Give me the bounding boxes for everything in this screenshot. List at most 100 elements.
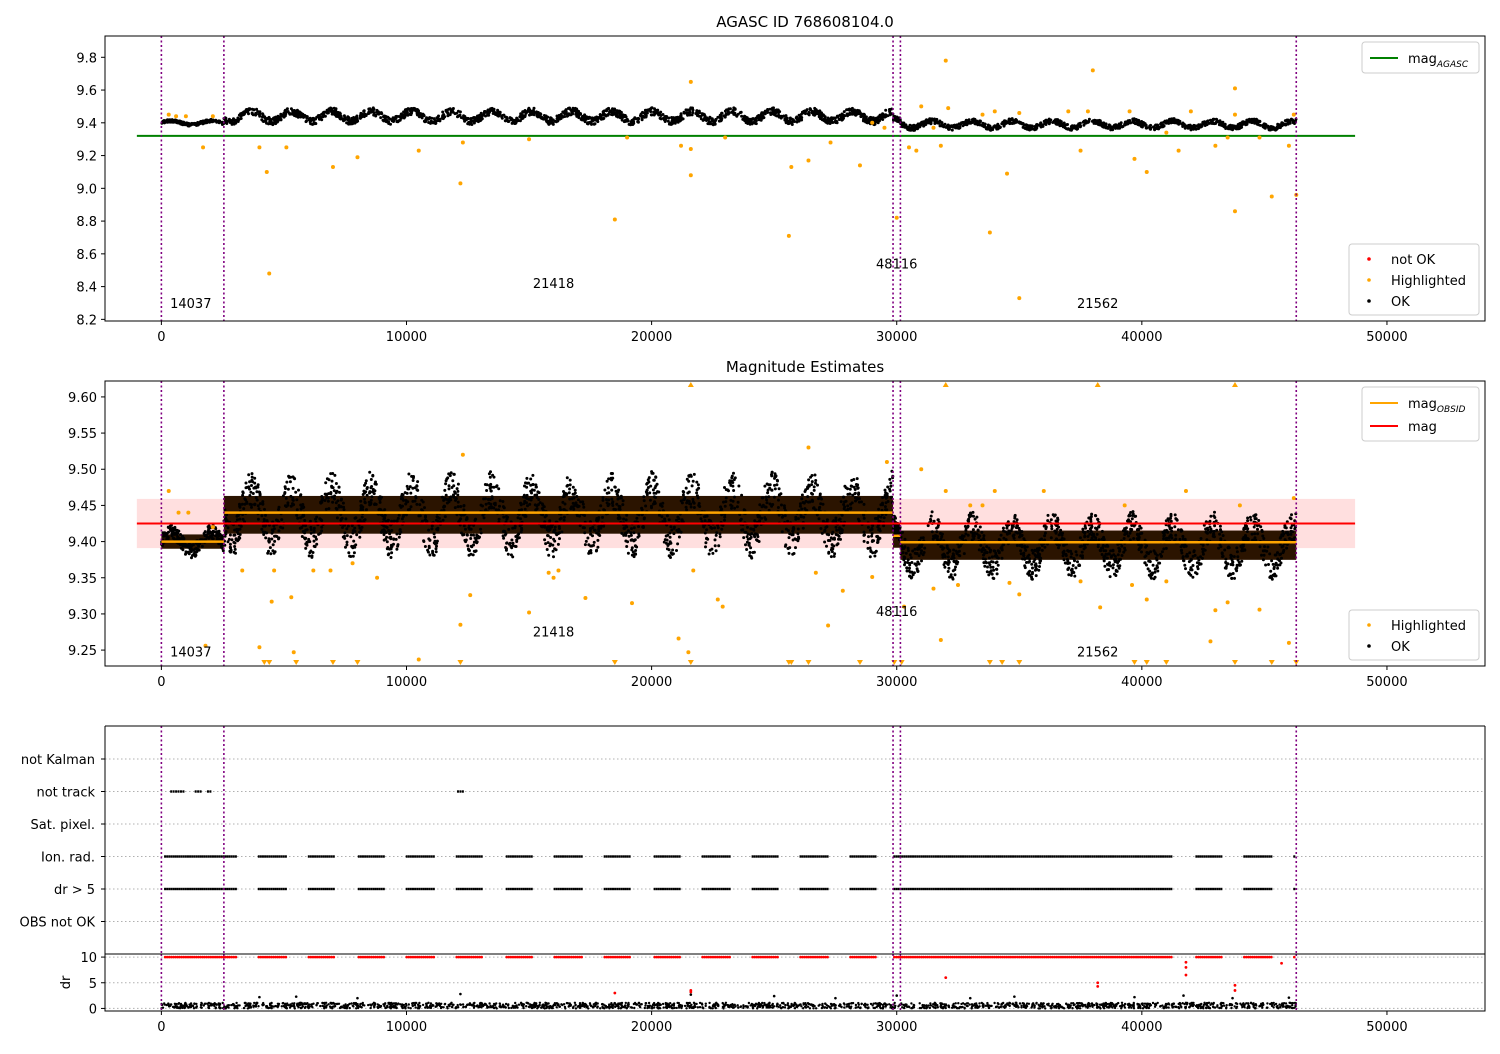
ok-point [645,483,648,486]
ok-point [523,494,526,497]
ok-point [560,517,563,520]
ok-point [582,503,585,506]
ok-point [850,485,853,488]
highlighted-point [265,170,269,174]
ok-point [491,497,494,500]
ok-point [256,499,259,502]
ok-point [408,508,411,511]
ok-point [659,504,662,507]
ok-point [781,115,784,118]
ok-point [498,518,501,521]
ok-point [457,483,460,486]
ok-point [524,481,527,484]
ok-point [833,555,836,558]
ok-point [466,544,469,547]
ok-point [834,117,837,120]
ok-point [313,545,316,548]
ok-point [812,111,815,114]
ok-point [370,495,373,498]
ok-point [386,546,389,549]
ok-point [752,117,755,120]
ok-point [876,526,879,529]
ok-point [352,555,355,558]
ok-point [229,543,232,546]
ok-point [454,112,457,115]
highlighted-point [723,136,727,140]
ok-point [304,529,307,532]
ok-point [692,480,695,483]
ok-point [809,107,812,110]
ok-point [504,119,507,122]
ok-point [273,540,276,543]
ok-point [805,509,808,512]
ok-point [502,534,505,537]
ok-point [641,508,644,511]
ok-point [430,527,433,530]
ok-point [766,491,769,494]
ok-point [758,540,761,543]
ok-point [262,531,265,534]
ok-point [309,550,312,553]
ok-point [592,544,595,547]
ok-point [653,502,656,505]
ok-point [262,533,265,536]
ok-point [363,484,366,487]
ok-point [445,479,448,482]
ok-point [669,536,672,539]
ok-point [1017,121,1020,124]
ok-point [599,504,602,507]
ok-point [572,486,575,489]
ok-point [569,479,572,482]
ok-point [410,505,413,508]
ok-point [191,548,194,551]
ok-point [666,547,669,550]
ok-point [627,552,630,555]
ok-point [415,503,418,506]
ok-point [823,530,826,533]
ok-point [327,497,330,500]
ok-point [274,550,277,553]
ok-point [793,552,796,555]
highlighted-point [1257,136,1261,140]
ok-point [929,122,932,125]
legend-point-swatch [1367,278,1371,282]
ok-point [611,472,614,475]
ok-point [607,486,610,489]
ok-point [694,112,697,115]
ok-point [1063,122,1066,125]
ok-point [407,473,410,476]
ok-point [691,498,694,501]
ok-point [863,540,866,543]
ok-point [635,117,638,120]
ok-point [253,482,256,485]
ok-point [177,537,180,540]
ok-point [526,111,529,114]
ok-point [791,121,794,124]
ok-point [378,111,381,114]
ok-point [347,525,350,528]
ok-point [693,473,696,476]
ok-point [487,502,490,505]
ok-point [214,534,217,537]
ok-point [410,113,413,116]
ok-point [848,109,851,112]
ok-point [563,508,566,511]
ok-point [348,121,351,124]
ok-point [515,535,518,538]
ok-point [515,540,518,543]
ok-point [436,529,439,532]
highlighted-point [882,126,886,130]
ok-point [732,489,735,492]
ok-point [310,532,313,535]
ok-point [730,476,733,479]
highlighted-point [1287,144,1291,148]
ok-point [442,117,445,120]
ok-point [260,514,263,517]
ok-point [436,515,439,518]
ok-point [294,491,297,494]
ok-point [760,111,763,114]
ok-point [729,504,732,507]
ok-point [306,541,309,544]
highlighted-point [1292,113,1296,117]
ok-point [842,496,845,499]
